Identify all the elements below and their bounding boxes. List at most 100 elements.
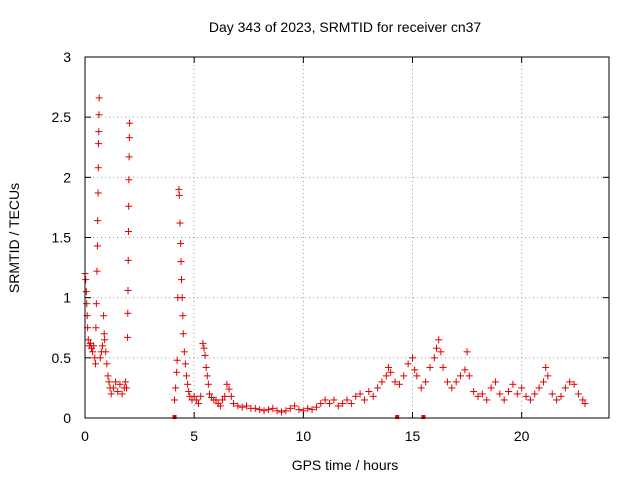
data-point: [216, 402, 224, 410]
data-point: [334, 402, 342, 410]
x-tick-label: 15: [405, 428, 421, 444]
data-point: [175, 191, 183, 199]
gap-marker: [421, 415, 426, 419]
data-point: [82, 288, 90, 296]
data-point: [177, 258, 185, 266]
data-point: [452, 378, 460, 386]
y-tick-label: 0.5: [52, 350, 72, 366]
x-tick-label: 0: [81, 428, 89, 444]
data-point: [221, 392, 229, 400]
data-point: [430, 354, 438, 362]
data-point: [124, 333, 132, 341]
data-point: [103, 360, 111, 368]
data-point: [173, 356, 181, 364]
data-point: [185, 388, 193, 396]
data-point: [100, 312, 108, 320]
data-point: [483, 396, 491, 404]
data-point: [400, 372, 408, 380]
data-point: [526, 396, 534, 404]
data-point: [102, 348, 110, 356]
data-point: [356, 390, 364, 398]
data-point: [203, 372, 211, 380]
data-point: [201, 351, 209, 359]
data-point: [124, 309, 132, 317]
data-point: [112, 378, 120, 386]
data-point: [542, 363, 550, 371]
plot-frame: [84, 56, 610, 419]
data-point: [179, 330, 187, 338]
data-point: [124, 227, 132, 235]
data-point: [500, 396, 508, 404]
data-point: [125, 176, 133, 184]
data-point: [308, 406, 316, 414]
data-point: [382, 372, 390, 380]
data-point: [426, 363, 434, 371]
data-point: [561, 384, 569, 392]
data-point: [269, 404, 277, 412]
data-point: [95, 94, 103, 102]
data-point: [202, 363, 210, 371]
data-point: [522, 392, 530, 400]
data-point: [96, 354, 104, 362]
data-point: [378, 378, 386, 386]
data-point: [93, 242, 101, 250]
axes: [84, 56, 610, 419]
data-point: [395, 380, 403, 388]
data-point: [114, 388, 122, 396]
data-point: [411, 366, 419, 374]
data-point: [540, 378, 547, 386]
x-tick-label: 10: [296, 428, 312, 444]
data-point: [92, 300, 100, 308]
data-point: [125, 202, 133, 210]
data-points: [81, 94, 589, 419]
data-point: [83, 300, 91, 308]
x-tick-label: 20: [514, 428, 530, 444]
y-tick-label: 1.5: [52, 230, 72, 246]
data-point: [339, 400, 347, 408]
x-tick-label: 5: [190, 428, 198, 444]
data-point: [321, 396, 329, 404]
data-point: [84, 336, 92, 344]
data-point: [107, 390, 115, 398]
data-point: [92, 324, 100, 332]
data-point: [413, 372, 421, 380]
data-point: [304, 404, 312, 412]
data-point: [404, 360, 412, 368]
data-point: [256, 406, 264, 414]
tick-labels: 0 5 10 15 20 0 0.5 1 1.5 2 2.5 3: [52, 49, 530, 444]
data-point: [223, 380, 231, 388]
data-point: [95, 140, 103, 148]
data-point: [124, 286, 132, 294]
data-point: [312, 403, 320, 411]
data-point: [184, 380, 192, 388]
data-point: [553, 396, 561, 404]
x-axis-label: GPS time / hours: [292, 457, 399, 473]
data-point: [409, 354, 416, 362]
data-point: [116, 380, 124, 388]
data-point: [82, 276, 90, 284]
data-point: [101, 336, 109, 344]
data-point: [273, 407, 281, 415]
data-point: [509, 380, 517, 388]
data-point: [243, 402, 251, 410]
data-point: [95, 128, 103, 136]
data-point: [126, 119, 134, 127]
data-point: [360, 396, 368, 404]
data-point: [326, 400, 334, 408]
data-point: [109, 384, 117, 392]
data-point: [118, 390, 126, 398]
data-point: [391, 378, 399, 386]
data-point: [437, 348, 445, 356]
data-point: [219, 396, 227, 404]
data-point: [234, 402, 242, 410]
data-point: [125, 153, 133, 161]
data-point: [461, 366, 469, 374]
data-point: [291, 402, 299, 410]
data-point: [474, 392, 482, 400]
data-point: [124, 256, 132, 264]
data-point: [179, 312, 187, 320]
y-tick-label: 0: [63, 410, 71, 426]
data-point: [343, 396, 351, 404]
data-point: [487, 384, 495, 392]
